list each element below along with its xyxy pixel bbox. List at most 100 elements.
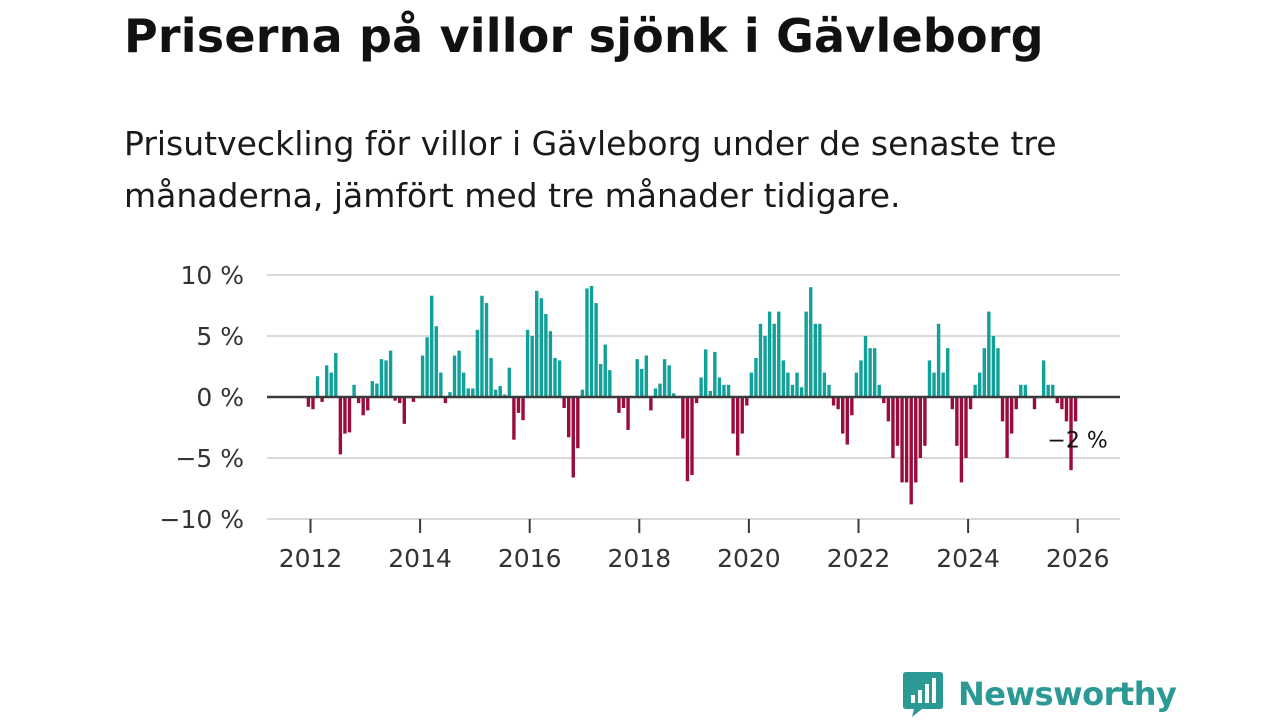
bar: [649, 397, 653, 411]
y-axis-labels: 10 % 5 % 0 % −5 % −10 %: [160, 261, 244, 534]
bar: [338, 397, 343, 455]
bar: [841, 397, 845, 434]
bar: [562, 397, 566, 408]
bar: [763, 336, 767, 397]
bar: [795, 372, 799, 397]
bar: [932, 372, 936, 397]
bar: [457, 350, 461, 397]
bar: [448, 392, 452, 397]
bar: [375, 383, 379, 397]
bar: [489, 357, 493, 397]
bar: [699, 377, 703, 397]
bar: [731, 397, 735, 434]
bar: [909, 397, 913, 505]
bar: [818, 323, 822, 397]
bar: [904, 397, 909, 483]
bar: [521, 397, 525, 421]
bar: [973, 384, 977, 397]
bar: [941, 372, 945, 397]
price-change-chart: 10 % 5 % 0 % −5 % −10 % 2012 2014 2016 2018 2020…: [160, 261, 1120, 573]
bar: [430, 295, 434, 397]
bar: [1046, 384, 1050, 397]
y-tick-label: 5 %: [196, 322, 244, 351]
bar: [786, 372, 790, 397]
bar: [854, 372, 859, 397]
bar: [694, 397, 699, 404]
bar: [745, 397, 749, 406]
x-tick-label: 2024: [936, 544, 1000, 573]
annotations: −2 %: [1047, 428, 1107, 453]
bar: [361, 397, 365, 416]
bar: [452, 355, 457, 397]
bar: [777, 311, 781, 397]
bar: [370, 381, 375, 397]
x-tick-label: 2012: [279, 544, 343, 573]
bar: [571, 397, 575, 478]
x-tick-label: 2026: [1046, 544, 1110, 573]
bar: [877, 384, 881, 397]
y-tick-label: 10 %: [180, 261, 244, 290]
bar: [644, 355, 649, 397]
brand-name: Newsworthy: [958, 675, 1177, 713]
bar: [722, 384, 726, 397]
bar: [1064, 397, 1069, 422]
page-subtitle: Prisutveckling för villor i Gävleborg un…: [124, 124, 1057, 215]
bar: [306, 397, 311, 407]
bar: [836, 397, 840, 410]
bar: [790, 384, 795, 397]
x-tick-label: 2014: [388, 544, 452, 573]
bar: [352, 384, 356, 397]
bar: [557, 360, 562, 397]
page-title: Priserna på villor sjönk i Gävleborg: [124, 9, 1044, 63]
bar: [891, 397, 895, 458]
bar: [585, 288, 589, 397]
bar: [804, 311, 808, 397]
bar: [594, 303, 598, 397]
x-tick-label: 2018: [607, 544, 671, 573]
bar: [978, 372, 982, 397]
bars: [267, 285, 1120, 505]
bar: [1051, 384, 1055, 397]
bar: [1055, 397, 1060, 404]
y-tick-label: −5 %: [175, 444, 244, 473]
bar: [822, 372, 827, 397]
bar: [863, 336, 868, 397]
bar: [1005, 397, 1009, 458]
bar: [475, 329, 480, 397]
bar: [749, 372, 754, 397]
bar-chart-bubble-icon: [903, 672, 943, 717]
bar: [548, 331, 553, 397]
bar: [516, 397, 521, 413]
bar: [626, 397, 630, 430]
bar: [767, 311, 772, 397]
bar: [608, 370, 612, 397]
bar: [690, 397, 694, 476]
bar: [379, 359, 384, 397]
bar: [681, 397, 685, 439]
bar: [658, 383, 662, 397]
bar: [480, 295, 484, 397]
bar: [1014, 397, 1018, 410]
bar: [434, 326, 438, 397]
bar: [1032, 397, 1037, 410]
bar: [425, 337, 429, 397]
bar: [512, 397, 516, 440]
bar: [964, 397, 968, 458]
bar: [589, 285, 594, 397]
bar: [530, 336, 534, 397]
bar: [813, 323, 817, 397]
bar: [617, 397, 621, 413]
bar: [740, 397, 744, 434]
bar: [918, 397, 923, 458]
bar: [320, 397, 324, 402]
bar: [580, 389, 585, 397]
bar: [996, 348, 1000, 397]
y-tick-label: 0 %: [196, 383, 244, 412]
bar: [850, 397, 854, 416]
bar: [923, 397, 927, 446]
bar: [781, 360, 786, 397]
bar: [466, 388, 470, 397]
bar: [535, 290, 539, 397]
bar: [672, 393, 676, 397]
